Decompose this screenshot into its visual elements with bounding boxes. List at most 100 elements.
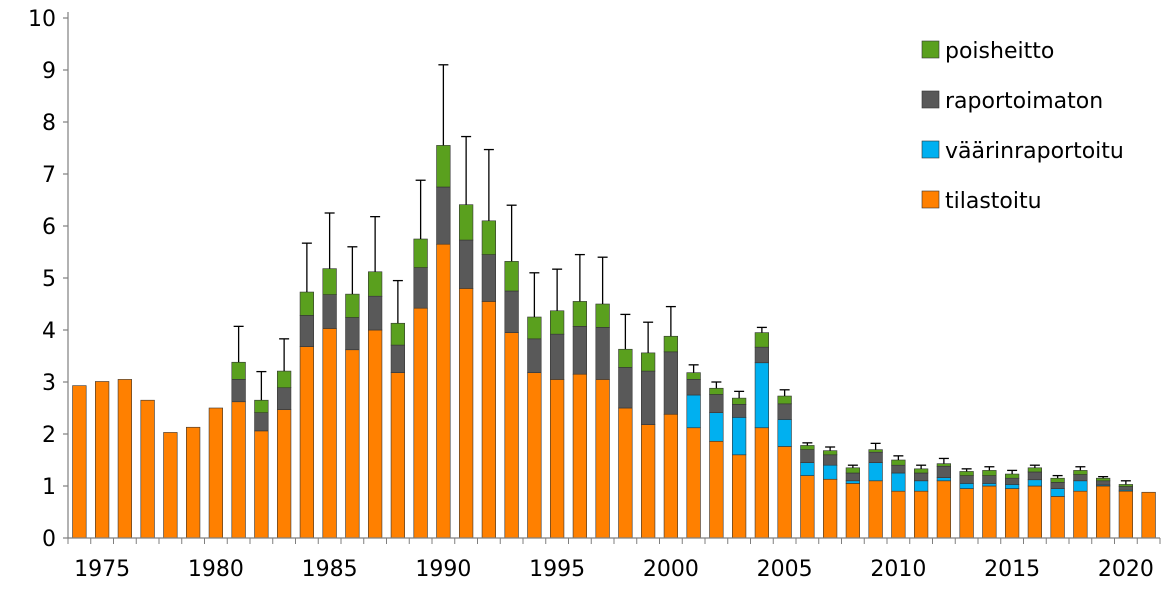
bar-raportoimaton-1992 bbox=[481, 254, 496, 302]
bar-raportoimaton-2008 bbox=[845, 472, 860, 482]
bar-raportoimaton-2007 bbox=[822, 454, 838, 466]
bar-tilastoitu-2017 bbox=[1050, 496, 1065, 539]
bar-tilastoitu-2008 bbox=[845, 483, 860, 539]
y-tick-label-5: 5 bbox=[42, 267, 56, 292]
bar-poisheitto-2019 bbox=[1096, 477, 1111, 482]
bar-raportoimaton-2012 bbox=[936, 465, 951, 478]
bar-tilastoitu-1994 bbox=[527, 372, 542, 539]
bar-tilastoitu-2010 bbox=[891, 490, 906, 539]
bar-poisheitto-1990 bbox=[436, 145, 451, 188]
y-tick-label-1: 1 bbox=[42, 475, 56, 500]
legend-swatch-poisheitto bbox=[921, 40, 940, 59]
bar-väärinraportoitu-2018 bbox=[1073, 480, 1088, 492]
bars-group bbox=[72, 145, 1156, 539]
bar-poisheitto-1997 bbox=[595, 303, 610, 328]
bar-raportoimaton-2003 bbox=[731, 404, 747, 418]
bar-raportoimaton-1987 bbox=[367, 295, 383, 331]
x-tick-label-1985: 1985 bbox=[302, 557, 358, 582]
bar-raportoimaton-2017 bbox=[1050, 482, 1065, 489]
bar-tilastoitu-1974 bbox=[72, 385, 87, 539]
axes-group: 0 1 2 3 4 5 6 7 8 9 10 1975 1980 1985 1990 1995 2000 2005… bbox=[28, 7, 1161, 582]
bar-tilastoitu-2014 bbox=[982, 485, 997, 539]
x-tick-label-2020: 2020 bbox=[1098, 557, 1154, 582]
bar-raportoimaton-1982 bbox=[254, 412, 269, 432]
legend-label-väärinraportoitu: väärinraportoitu bbox=[945, 139, 1124, 164]
bar-poisheitto-1989 bbox=[413, 238, 428, 268]
bar-tilastoitu-2009 bbox=[868, 480, 883, 539]
bar-tilastoitu-2011 bbox=[913, 490, 929, 539]
legend-swatch-raportoimaton bbox=[921, 90, 940, 109]
legend: poisheitto raportoimaton väärinraportoitu t… bbox=[921, 39, 1124, 214]
bar-tilastoitu-2002 bbox=[709, 440, 724, 539]
bar-tilastoitu-1977 bbox=[140, 399, 155, 539]
bar-poisheitto-1998 bbox=[618, 348, 633, 368]
bar-raportoimaton-2001 bbox=[686, 379, 701, 396]
bar-väärinraportoitu-2001 bbox=[686, 394, 701, 429]
bar-tilastoitu-2021 bbox=[1141, 491, 1156, 539]
bar-tilastoitu-2005 bbox=[777, 446, 792, 539]
bar-raportoimaton-2019 bbox=[1096, 480, 1111, 486]
x-tick-label-2000: 2000 bbox=[643, 557, 699, 582]
bar-tilastoitu-1979 bbox=[186, 426, 201, 539]
bar-tilastoitu-2013 bbox=[959, 488, 974, 539]
bar-tilastoitu-2006 bbox=[800, 475, 815, 539]
bar-tilastoitu-1987 bbox=[367, 329, 383, 539]
bar-tilastoitu-1986 bbox=[345, 349, 360, 539]
bar-poisheitto-2011 bbox=[913, 468, 929, 474]
bar-tilastoitu-1982 bbox=[254, 430, 269, 539]
bar-raportoimaton-1985 bbox=[322, 294, 337, 329]
bar-raportoimaton-1997 bbox=[595, 327, 610, 380]
bar-tilastoitu-2018 bbox=[1073, 490, 1088, 539]
bar-tilastoitu-1998 bbox=[618, 407, 633, 539]
y-tick-label-4: 4 bbox=[42, 319, 56, 344]
bar-raportoimaton-1984 bbox=[299, 315, 314, 347]
x-tick-label-1990: 1990 bbox=[415, 557, 471, 582]
bar-väärinraportoitu-2014 bbox=[982, 483, 997, 487]
bar-raportoimaton-1993 bbox=[504, 290, 519, 333]
bar-väärinraportoitu-2007 bbox=[822, 464, 838, 480]
bar-poisheitto-1994 bbox=[527, 316, 542, 340]
bar-väärinraportoitu-2013 bbox=[959, 483, 974, 489]
bar-raportoimaton-1989 bbox=[413, 267, 428, 309]
bar-raportoimaton-2016 bbox=[1027, 471, 1043, 481]
bar-poisheitto-2009 bbox=[868, 449, 883, 453]
bar-väärinraportoitu-2004 bbox=[754, 362, 769, 429]
x-tick-label-2010: 2010 bbox=[870, 557, 926, 582]
bar-raportoimaton-2009 bbox=[868, 451, 883, 463]
bar-raportoimaton-2000 bbox=[663, 351, 678, 415]
bar-tilastoitu-1989 bbox=[413, 307, 428, 539]
bar-raportoimaton-2018 bbox=[1073, 474, 1088, 482]
bar-tilastoitu-2003 bbox=[731, 454, 747, 539]
bar-poisheitto-2020 bbox=[1118, 484, 1134, 487]
y-tick-label-6: 6 bbox=[42, 215, 56, 240]
bar-raportoimaton-2010 bbox=[891, 464, 906, 474]
bar-poisheitto-1981 bbox=[231, 361, 246, 380]
bar-tilastoitu-2019 bbox=[1096, 485, 1111, 539]
bar-tilastoitu-2007 bbox=[822, 478, 838, 539]
bar-poisheitto-1999 bbox=[640, 352, 656, 372]
bar-raportoimaton-1986 bbox=[345, 317, 360, 351]
bar-väärinraportoitu-2005 bbox=[777, 419, 792, 447]
bar-poisheitto-1985 bbox=[322, 268, 337, 295]
legend-label-tilastoitu: tilastoitu bbox=[945, 189, 1042, 214]
bar-poisheitto-2004 bbox=[754, 332, 769, 348]
bar-raportoimaton-1981 bbox=[231, 379, 246, 403]
bar-tilastoitu-1988 bbox=[390, 372, 405, 539]
bar-tilastoitu-1983 bbox=[276, 409, 292, 539]
bar-tilastoitu-1976 bbox=[117, 379, 133, 539]
bar-raportoimaton-2006 bbox=[800, 449, 815, 463]
y-tick-label-7: 7 bbox=[42, 163, 56, 188]
bar-poisheitto-2015 bbox=[1004, 473, 1020, 479]
bar-raportoimaton-1995 bbox=[549, 333, 565, 380]
bar-väärinraportoitu-2010 bbox=[891, 472, 906, 492]
bar-poisheitto-1991 bbox=[458, 204, 474, 241]
bar-väärinraportoitu-2012 bbox=[936, 477, 951, 482]
bar-poisheitto-1996 bbox=[572, 301, 587, 327]
x-tick-label-1975: 1975 bbox=[74, 557, 130, 582]
bar-raportoimaton-2020 bbox=[1118, 486, 1134, 491]
bar-tilastoitu-1984 bbox=[299, 346, 314, 539]
y-tick-label-8: 8 bbox=[42, 111, 56, 136]
bar-tilastoitu-1981 bbox=[231, 401, 246, 539]
bar-väärinraportoitu-2003 bbox=[731, 417, 747, 456]
